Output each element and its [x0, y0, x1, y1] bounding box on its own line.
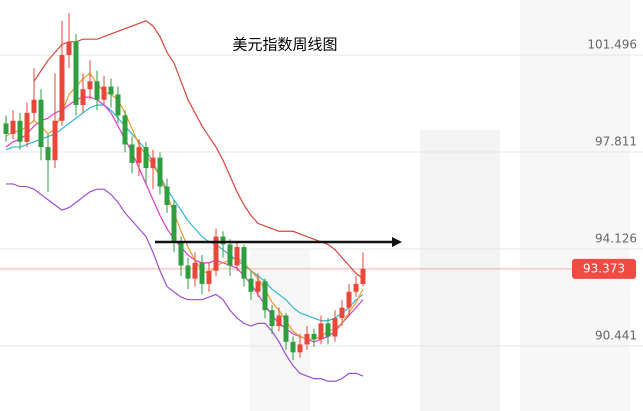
candle-body — [248, 278, 254, 292]
arrow — [155, 237, 402, 247]
candle-body — [94, 81, 100, 100]
y-tick-label: 97.811 — [595, 135, 637, 149]
candle-body — [311, 333, 317, 340]
candle-body — [10, 120, 16, 134]
candle-body — [255, 281, 261, 292]
y-tick-label: 94.126 — [595, 232, 637, 246]
candle-body — [31, 99, 37, 113]
candle-body — [276, 315, 282, 327]
chart-title: 美元指数周线图 — [232, 36, 337, 54]
candle-body — [360, 268, 366, 284]
candle-body — [283, 315, 289, 342]
candle-body — [143, 147, 149, 169]
candle-body — [297, 344, 303, 353]
candle-body — [157, 157, 163, 187]
candle-body — [108, 86, 114, 95]
last-price-tag — [572, 258, 636, 279]
candle-body — [346, 291, 352, 308]
candle-body — [318, 323, 324, 340]
indicator-lines — [5, 20, 364, 382]
candle-body — [38, 99, 44, 148]
candle-body — [213, 236, 219, 271]
indicator-line — [5, 72, 364, 340]
candle-body — [136, 147, 142, 163]
grid — [0, 54, 643, 347]
candle-body — [150, 157, 156, 169]
indicator-line — [5, 104, 364, 322]
candle-body — [325, 323, 331, 337]
candle-body — [339, 307, 345, 319]
candle-body — [332, 318, 338, 337]
candle-body — [290, 341, 296, 353]
candle-body — [206, 270, 212, 284]
candle-body — [171, 204, 177, 242]
candle-body — [17, 120, 23, 142]
candle-body — [178, 241, 184, 266]
candle-body — [101, 86, 107, 100]
watermark — [250, 0, 630, 411]
y-tick-label: 90.441 — [595, 328, 637, 342]
y-tick-label: 101.496 — [587, 38, 637, 52]
candle-body — [52, 120, 58, 161]
candle-body — [3, 123, 9, 134]
candle-body — [234, 247, 240, 266]
candle-body — [304, 333, 310, 345]
candle-body — [87, 81, 93, 90]
candle-body — [269, 310, 275, 327]
candle-body — [262, 281, 268, 311]
axis-labels: 90.441 94.126 97.811 101.496 93.373 — [572, 38, 637, 342]
candle-body — [24, 112, 30, 142]
candle-body — [80, 89, 86, 105]
candle-body — [241, 247, 247, 279]
candle-body — [129, 144, 135, 163]
last-price-label: 93.373 — [583, 261, 625, 275]
indicator-line — [33, 20, 364, 280]
candle-body — [45, 147, 51, 161]
candle-body — [122, 115, 128, 145]
candle-body — [220, 236, 226, 245]
candle-body — [66, 41, 72, 55]
candle-body — [227, 244, 233, 266]
candles — [3, 12, 366, 361]
candle-body — [59, 54, 65, 121]
indicator-line — [6, 183, 364, 382]
candle-body — [164, 186, 170, 205]
candle-body — [73, 41, 79, 105]
candle-body — [115, 94, 121, 116]
candle-body — [199, 262, 205, 284]
candle-body — [353, 283, 359, 292]
candle-body — [192, 262, 198, 279]
candle-body — [185, 265, 191, 279]
